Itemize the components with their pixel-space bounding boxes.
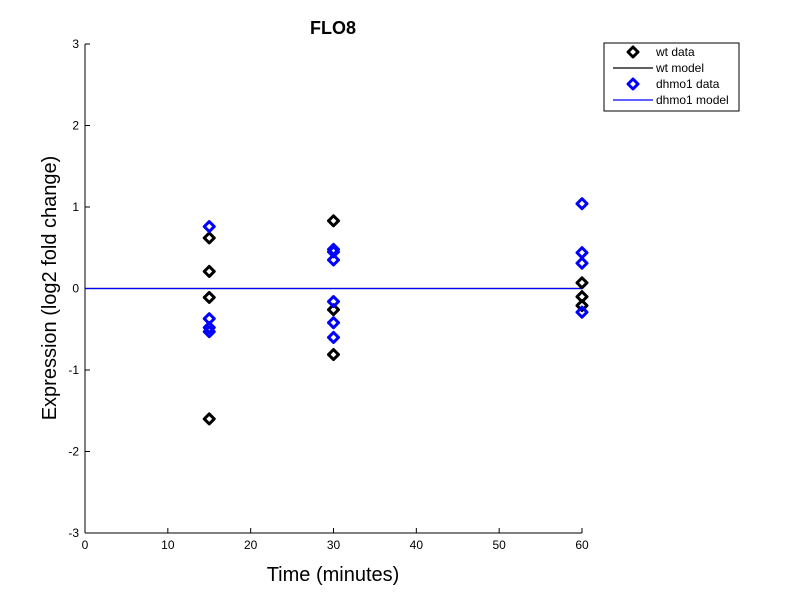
x-axis-label: Time (minutes) [267, 564, 400, 586]
dhmo1-data-point [202, 325, 216, 339]
dhmo1-data-point [575, 197, 589, 211]
legend-label: wt model [655, 61, 704, 75]
legend-label: dhmo1 model [656, 93, 729, 107]
axes: 0 10 20 30 40 50 60 -3 -2 -1 0 1 2 3 [68, 37, 589, 552]
y-tick-label: 3 [72, 37, 79, 51]
dhmo1-data-point [575, 256, 589, 270]
dhmo1-data-point [202, 321, 216, 335]
y-tick-label: 0 [72, 282, 79, 296]
x-tick-label: 0 [82, 538, 89, 552]
y-tick-label: 2 [72, 119, 79, 133]
legend-label: dhmo1 data [656, 77, 720, 91]
y-tick-label: 1 [72, 200, 79, 214]
y-axis-label: Expression (log2 fold change) [39, 156, 61, 421]
wt-data-point [202, 264, 216, 278]
chart-title: FLO8 [310, 18, 356, 38]
x-tick-label: 10 [161, 538, 175, 552]
wt-data-point [202, 231, 216, 245]
dhmo1-data-point [327, 253, 340, 267]
x-tick-label: 30 [327, 538, 341, 552]
data-marks [85, 197, 589, 426]
x-tick-label: 50 [492, 538, 506, 552]
legend-marker-icon [626, 45, 640, 59]
dhmo1-data-point [575, 246, 589, 260]
y-tick-label: -2 [68, 445, 79, 459]
y-tick-label: -1 [68, 363, 79, 377]
wt-data-point [202, 412, 216, 426]
dhmo1-data-point [327, 330, 340, 344]
y-tick-label: -3 [68, 526, 79, 540]
dhmo1-data-point [327, 316, 340, 330]
dhmo1-data-point [327, 295, 340, 309]
x-tick-label: 60 [575, 538, 589, 552]
wt-data-point [327, 303, 340, 317]
wt-data-point [575, 299, 589, 313]
wt-data-point [575, 276, 589, 290]
wt-data-point [202, 290, 216, 304]
dhmo1-data-point [575, 305, 589, 319]
x-tick-label: 40 [410, 538, 424, 552]
legend-label: wt data [655, 45, 695, 59]
legend-marker-icon [626, 77, 640, 91]
wt-data-point [327, 348, 340, 362]
dhmo1-data-point [202, 220, 216, 234]
legend: wt data wt model dhmo1 data dhmo1 model [603, 42, 740, 112]
wt-data-point [327, 214, 340, 228]
x-tick-label: 20 [244, 538, 258, 552]
